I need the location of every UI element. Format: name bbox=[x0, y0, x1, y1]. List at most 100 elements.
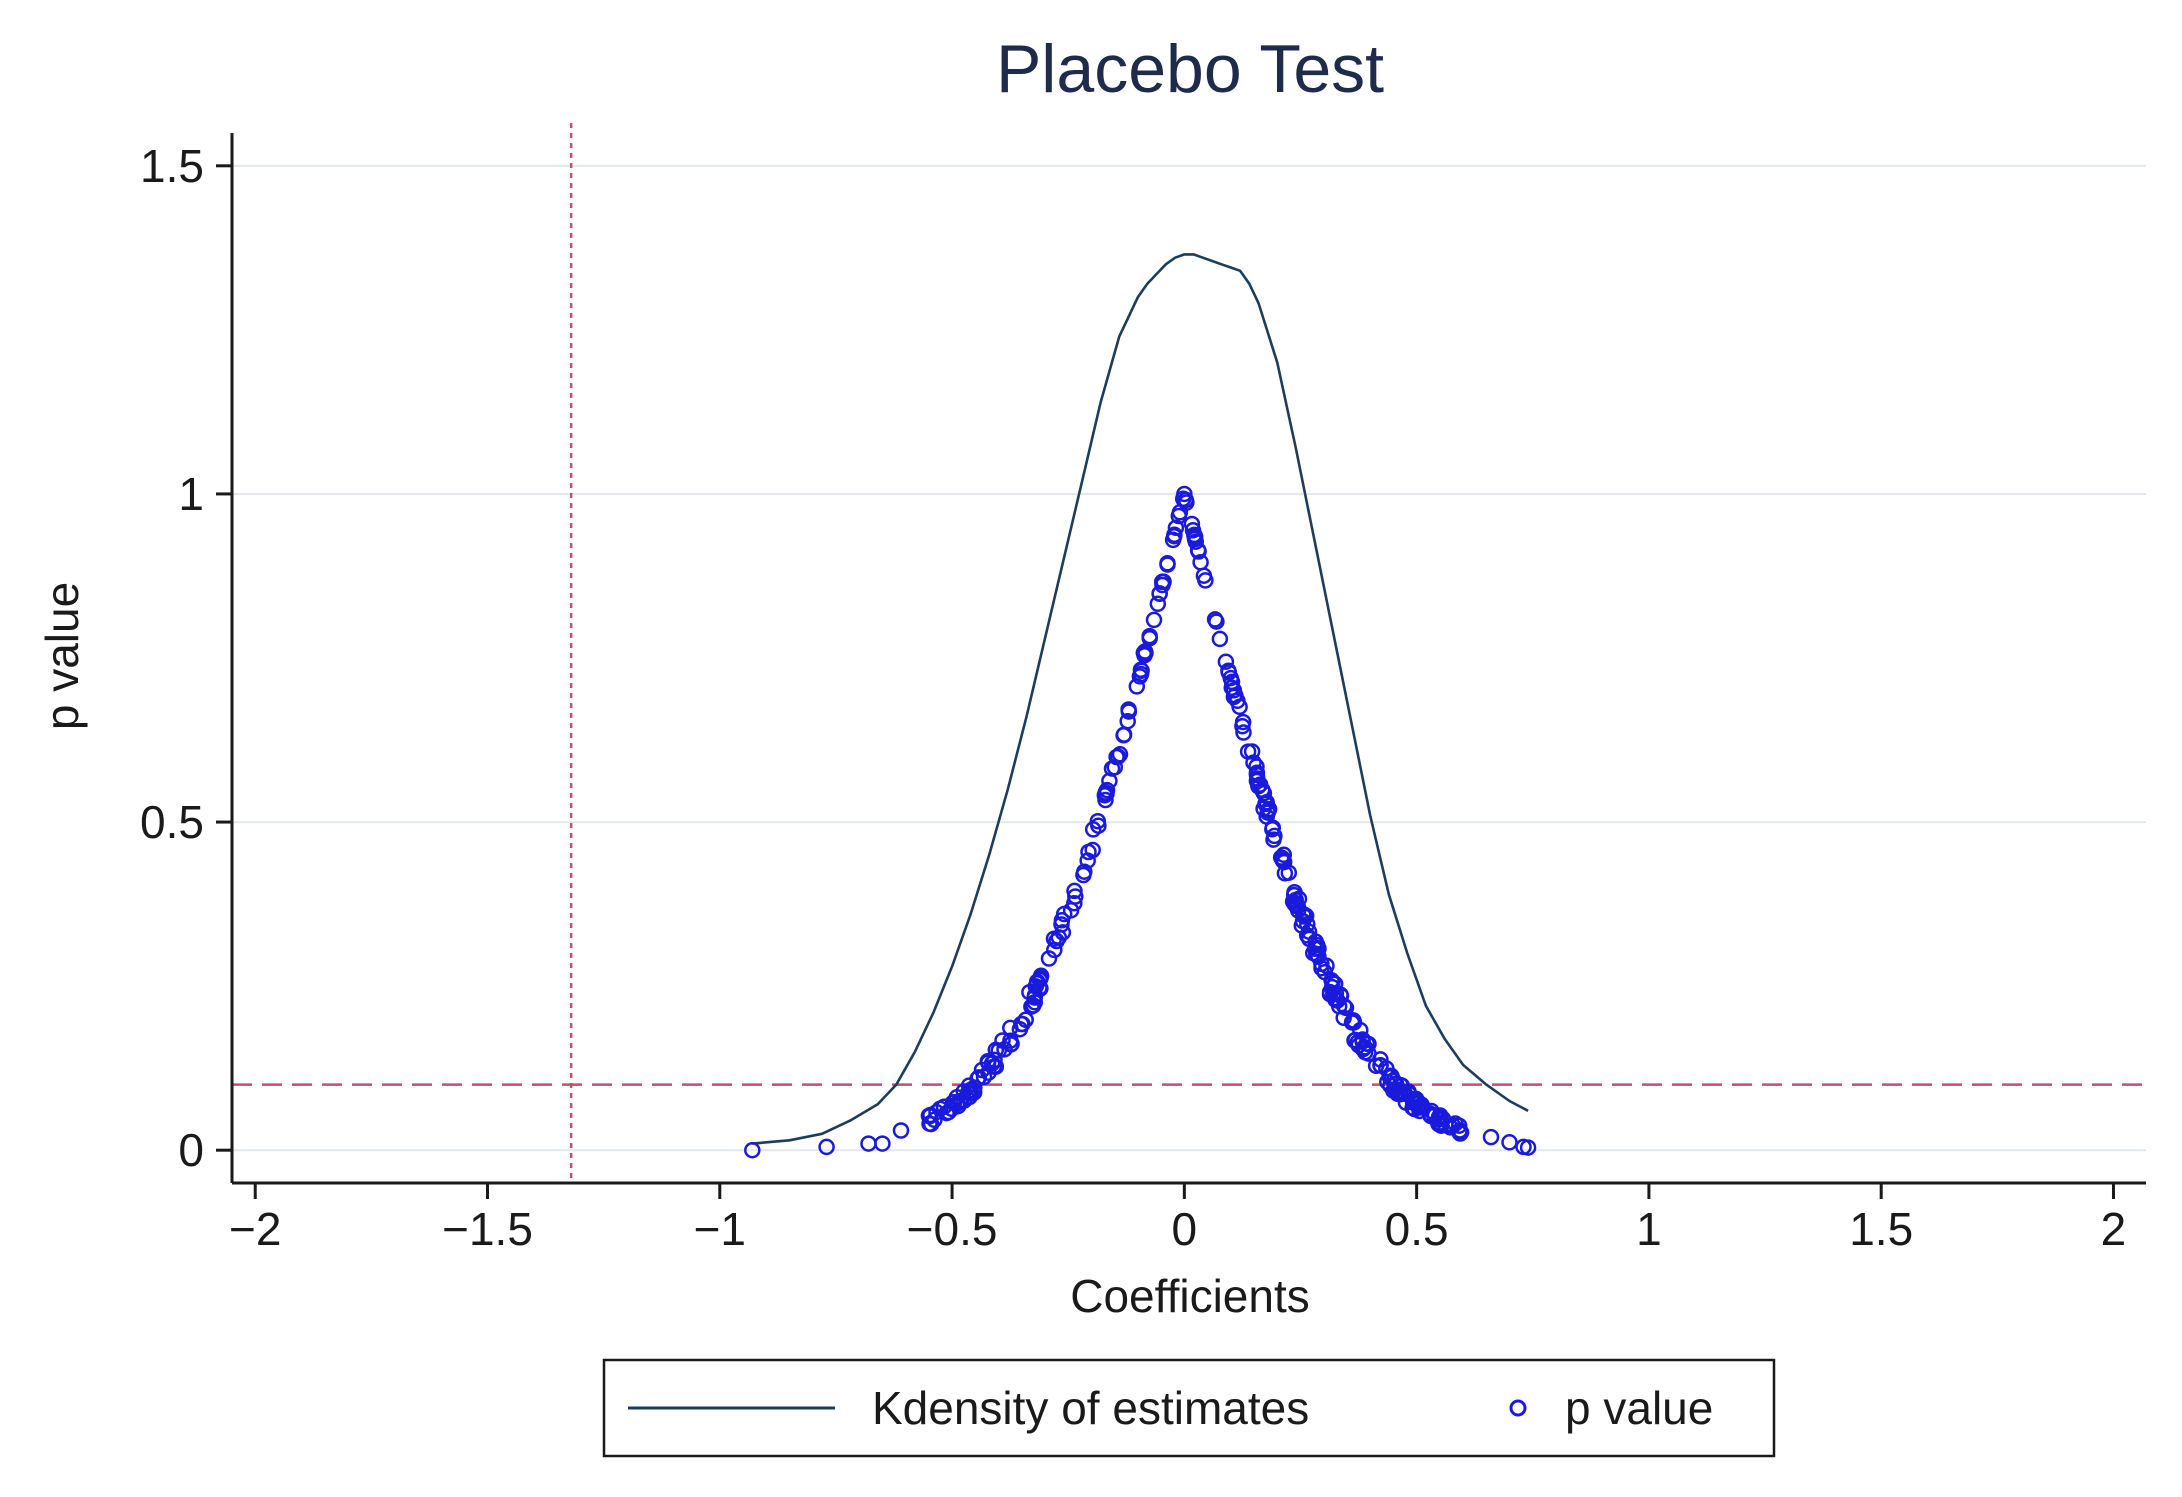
p-value-point bbox=[1223, 679, 1241, 696]
p-value-point bbox=[1235, 724, 1252, 741]
x-tick-label: 0.5 bbox=[1385, 1203, 1449, 1255]
p-value-point bbox=[1066, 882, 1083, 900]
p-value-point bbox=[1098, 781, 1116, 799]
p-value-point bbox=[1014, 1015, 1031, 1033]
p-value-point bbox=[1017, 1011, 1034, 1029]
p-value-point bbox=[1501, 1134, 1518, 1151]
p-value-point bbox=[1335, 997, 1353, 1015]
p-value-point bbox=[1166, 526, 1183, 544]
p-value-point bbox=[1055, 905, 1073, 923]
p-value-point bbox=[1003, 1035, 1020, 1053]
p-value-point bbox=[1176, 485, 1193, 503]
axes: 0 0.5 1 1.5 −2 −1.5 −1 −0.5 0 0.5 1 1.5 2 bbox=[140, 133, 2146, 1255]
p-value-point bbox=[1109, 748, 1127, 765]
p-value-point bbox=[892, 1122, 910, 1139]
p-value-point bbox=[1248, 764, 1266, 781]
p-value-point bbox=[1066, 894, 1083, 912]
p-value-point bbox=[975, 1068, 993, 1086]
p-value-point bbox=[1356, 1039, 1374, 1056]
p-value-point bbox=[1421, 1105, 1439, 1122]
p-value-point bbox=[1482, 1128, 1500, 1146]
p-value-point bbox=[1136, 643, 1154, 660]
x-tick-label: −1 bbox=[694, 1203, 746, 1255]
p-value-point bbox=[1248, 758, 1265, 775]
y-tick-label: 0 bbox=[178, 1124, 204, 1176]
p-value-point bbox=[1264, 821, 1281, 838]
p-value-point bbox=[1275, 853, 1293, 871]
p-value-point bbox=[1372, 1057, 1389, 1074]
p-value-point bbox=[1111, 746, 1129, 763]
p-value-point bbox=[1189, 541, 1207, 559]
p-value-point bbox=[1326, 989, 1344, 1007]
p-value-point bbox=[1197, 572, 1214, 589]
p-value-point bbox=[1519, 1139, 1537, 1156]
p-value-point bbox=[1133, 662, 1150, 679]
p-value-point bbox=[1335, 1009, 1352, 1027]
p-value-point bbox=[1084, 841, 1101, 859]
p-value-point bbox=[1025, 997, 1042, 1014]
p-value-point bbox=[1220, 664, 1238, 681]
p-value-point bbox=[1115, 727, 1132, 744]
p-value-point bbox=[1208, 613, 1225, 630]
p-value-point bbox=[818, 1138, 835, 1156]
p-value-point bbox=[1097, 791, 1114, 809]
p-value-point bbox=[1031, 971, 1048, 989]
p-value-point bbox=[980, 1064, 997, 1081]
legend-kdensity-label: Kdensity of estimates bbox=[872, 1382, 1309, 1434]
x-tick-label: 0 bbox=[1172, 1203, 1198, 1255]
x-tick-label: −0.5 bbox=[907, 1203, 998, 1255]
p-value-point bbox=[1128, 678, 1146, 695]
p-value-point bbox=[1245, 754, 1262, 771]
p-value-point bbox=[1300, 923, 1318, 940]
p-value-point bbox=[1183, 515, 1201, 533]
p-value-point bbox=[1090, 817, 1107, 834]
x-tick-label: 1.5 bbox=[1849, 1203, 1913, 1255]
p-value-point bbox=[1187, 533, 1205, 550]
p-value-point bbox=[1337, 999, 1355, 1017]
p-value-point bbox=[1151, 585, 1168, 603]
p-value-point bbox=[928, 1103, 945, 1121]
p-value-point bbox=[1297, 907, 1315, 925]
reference-lines bbox=[232, 123, 2146, 1183]
p-value-point bbox=[1318, 957, 1335, 975]
x-tick-label: −2 bbox=[229, 1203, 281, 1255]
y-tick-label: 0.5 bbox=[140, 796, 204, 848]
p-value-point bbox=[1381, 1068, 1399, 1086]
p-value-point bbox=[1234, 713, 1252, 731]
p-value-point bbox=[1354, 1031, 1371, 1048]
p-value-point bbox=[1254, 782, 1271, 799]
p-value-point bbox=[1067, 888, 1084, 905]
p-value-point bbox=[1345, 1014, 1363, 1031]
x-axis-label: Coefficients bbox=[1070, 1270, 1310, 1322]
p-value-point bbox=[1217, 653, 1235, 670]
p-value-point bbox=[1076, 863, 1093, 880]
y-tick-label: 1 bbox=[178, 468, 204, 520]
legend: Kdensity of estimates p value bbox=[602, 1358, 1776, 1458]
p-value-point bbox=[1307, 940, 1324, 958]
p-value-point bbox=[1145, 611, 1163, 629]
p-value-point bbox=[744, 1141, 761, 1159]
x-tick-label: −1.5 bbox=[442, 1203, 533, 1255]
p-value-point bbox=[959, 1084, 977, 1102]
y-axis-label: p value bbox=[36, 582, 88, 730]
x-tick-label: 2 bbox=[2101, 1203, 2127, 1255]
p-value-point bbox=[1430, 1115, 1447, 1133]
p-value-point bbox=[1284, 893, 1302, 910]
p-value-point bbox=[1276, 865, 1294, 882]
p-value-point bbox=[1211, 630, 1229, 648]
p-value-point bbox=[1149, 595, 1167, 613]
legend-pvalue-marker bbox=[1509, 1399, 1527, 1417]
p-value-point bbox=[1323, 972, 1340, 989]
p-value-point bbox=[987, 1041, 1005, 1059]
p-value-point bbox=[1407, 1092, 1424, 1109]
p-value-point bbox=[1167, 519, 1185, 537]
x-tick-label: 1 bbox=[1636, 1203, 1662, 1255]
p-value-point bbox=[1120, 701, 1137, 718]
p-value-point bbox=[1048, 932, 1065, 950]
p-value-point bbox=[1170, 507, 1188, 525]
p-value-point bbox=[874, 1135, 891, 1152]
y-tick-label: 1.5 bbox=[140, 140, 204, 192]
legend-pvalue-label: p value bbox=[1565, 1382, 1713, 1434]
